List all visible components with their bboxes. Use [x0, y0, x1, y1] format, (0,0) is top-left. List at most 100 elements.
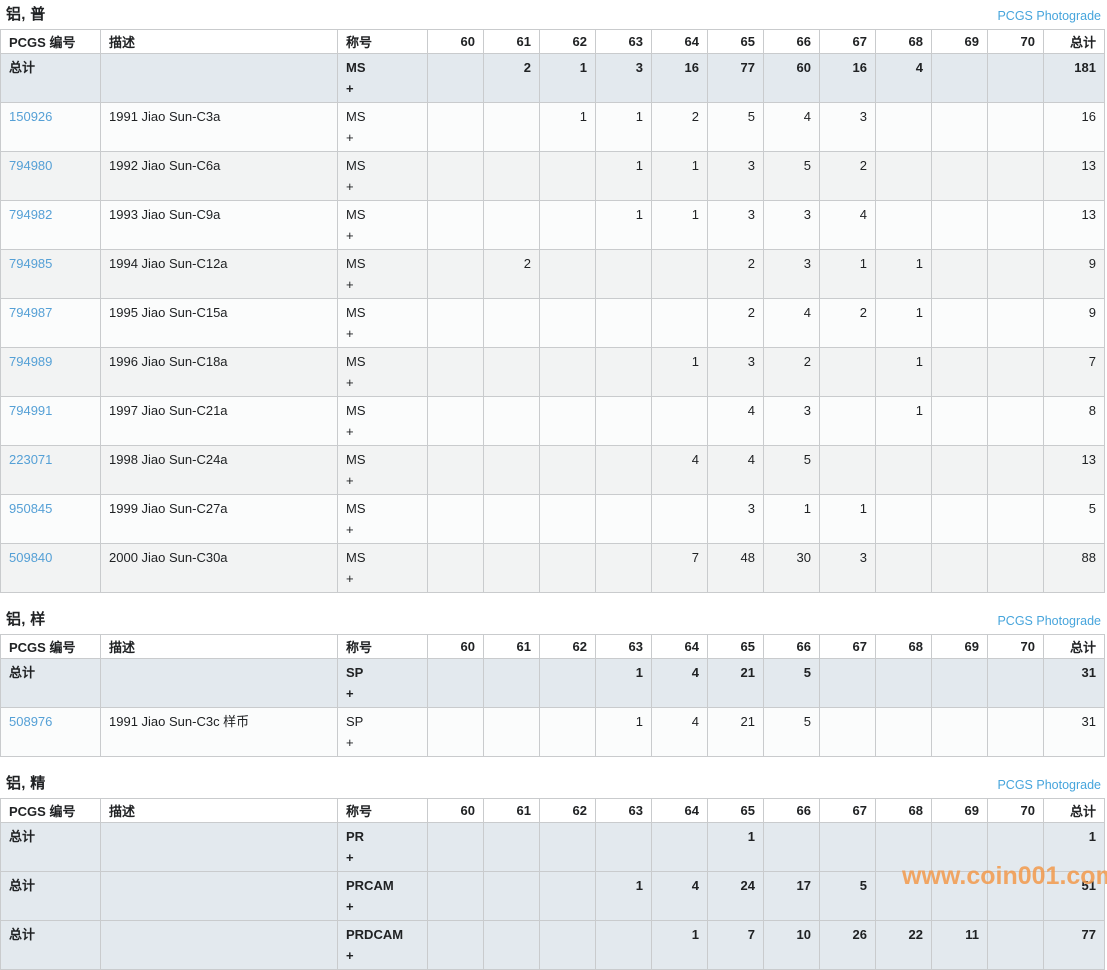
pcgs-number-link[interactable]: 508976 [9, 714, 53, 729]
designation-label: PRCAM [346, 878, 394, 893]
grade-60-cell [427, 445, 484, 495]
grade-64-cell: 4 [651, 707, 708, 757]
pcgs-number-link[interactable]: 509840 [9, 550, 53, 565]
col-header-designation: 称号 [337, 798, 428, 823]
grade-70-cell [987, 53, 1044, 103]
grade-68-cell [875, 543, 932, 593]
section-2: 铝, 精 PCGS Photograde PCGS 编号 描述 称号 60 61 62 63 64… [0, 769, 1107, 970]
pcgs-number-link[interactable]: 794991 [9, 403, 53, 418]
designation-plus: + [346, 277, 354, 292]
pcgs-number-cell: 150926 [0, 102, 101, 152]
col-header-grade-69: 69 [931, 634, 988, 659]
designation-plus: + [346, 130, 354, 145]
section-header: 铝, 普 PCGS Photograde [0, 0, 1107, 24]
designation-plus: + [346, 686, 354, 701]
designation-cell: MS + [337, 298, 428, 348]
grade-63-cell [595, 445, 652, 495]
grade-67-cell: 4 [819, 200, 876, 250]
grade-68-cell: 22 [875, 920, 932, 970]
table-row: 508976 1991 Jiao Sun-C3c 样币 SP +1 4 21 5 31 [0, 707, 1105, 757]
grade-66-cell: 5 [763, 151, 820, 201]
pcgs-number-link[interactable]: 150926 [9, 109, 53, 124]
grade-70-cell [987, 920, 1044, 970]
description-cell: 1991 Jiao Sun-C3a [100, 102, 338, 152]
grade-67-cell [819, 707, 876, 757]
pcgs-number-link[interactable]: 794989 [9, 354, 53, 369]
col-header-grade-70: 70 [987, 798, 1044, 823]
grade-66-cell: 5 [763, 707, 820, 757]
grade-66-cell: 3 [763, 396, 820, 446]
row-total-cell: 181 [1043, 53, 1105, 103]
grade-64-cell [651, 822, 708, 872]
row-total-cell: 88 [1043, 543, 1105, 593]
photograde-link[interactable]: PCGS Photograde [997, 778, 1101, 792]
grade-63-cell: 1 [595, 151, 652, 201]
grade-67-cell: 1 [819, 249, 876, 299]
pcgs-number-link[interactable]: 794982 [9, 207, 53, 222]
col-header-grade-63: 63 [595, 634, 652, 659]
grade-69-cell: 11 [931, 920, 988, 970]
table-row: 794991 1997 Jiao Sun-C21a MS +4 3 1 8 [0, 396, 1105, 446]
description-cell: 1999 Jiao Sun-C27a [100, 494, 338, 544]
grade-66-cell: 3 [763, 249, 820, 299]
grade-64-cell: 4 [651, 445, 708, 495]
col-header-total: 总计 [1043, 634, 1105, 659]
pcgs-number-link[interactable]: 794987 [9, 305, 53, 320]
col-header-grade-67: 67 [819, 634, 876, 659]
grade-64-cell [651, 396, 708, 446]
grade-61-cell [483, 494, 540, 544]
grade-69-cell [931, 658, 988, 708]
grade-62-cell [539, 151, 596, 201]
col-header-grade-61: 61 [483, 29, 540, 54]
grade-65-cell: 3 [707, 347, 764, 397]
grade-70-cell [987, 396, 1044, 446]
grade-65-cell: 4 [707, 396, 764, 446]
designation-plus: + [346, 228, 354, 243]
grade-65-cell: 3 [707, 494, 764, 544]
grade-68-cell [875, 102, 932, 152]
grade-70-cell [987, 543, 1044, 593]
grade-66-cell: 5 [763, 445, 820, 495]
col-header-grade-65: 65 [707, 634, 764, 659]
grade-65-cell: 77 [707, 53, 764, 103]
grade-64-cell [651, 494, 708, 544]
col-header-grade-70: 70 [987, 634, 1044, 659]
section-header: 铝, 精 PCGS Photograde [0, 769, 1107, 793]
pcgs-number-link[interactable]: 223071 [9, 452, 53, 467]
grade-66-cell: 4 [763, 298, 820, 348]
grade-65-cell: 7 [707, 920, 764, 970]
pcgs-number-link[interactable]: 950845 [9, 501, 53, 516]
grade-66-cell [763, 822, 820, 872]
designation-plus: + [346, 899, 354, 914]
grade-70-cell [987, 658, 1044, 708]
designation-cell: SP + [337, 658, 428, 708]
grade-61-cell: 2 [483, 249, 540, 299]
grade-66-cell: 10 [763, 920, 820, 970]
grade-63-cell [595, 920, 652, 970]
table-row: 794987 1995 Jiao Sun-C15a MS +2 4 2 1 9 [0, 298, 1105, 348]
photograde-link[interactable]: PCGS Photograde [997, 614, 1101, 628]
grade-69-cell [931, 396, 988, 446]
col-header-grade-67: 67 [819, 29, 876, 54]
pcgs-number-link[interactable]: 794985 [9, 256, 53, 271]
description-cell: 1995 Jiao Sun-C15a [100, 298, 338, 348]
grade-62-cell [539, 707, 596, 757]
grade-60-cell [427, 298, 484, 348]
designation-plus: + [346, 522, 354, 537]
designation-label: MS [346, 501, 366, 516]
grade-65-cell: 21 [707, 707, 764, 757]
photograde-link[interactable]: PCGS Photograde [997, 9, 1101, 23]
grade-64-cell [651, 249, 708, 299]
col-header-pcgs-no: PCGS 编号 [0, 634, 101, 659]
description-cell [100, 920, 338, 970]
designation-plus: + [346, 81, 354, 96]
designation-plus: + [346, 850, 354, 865]
row-total-cell: 31 [1043, 707, 1105, 757]
description-cell: 1993 Jiao Sun-C9a [100, 200, 338, 250]
designation-label: SP [346, 714, 364, 729]
description-cell [100, 822, 338, 872]
pcgs-number-cell: 总计 [0, 53, 101, 103]
pcgs-number-link[interactable]: 794980 [9, 158, 53, 173]
grade-70-cell [987, 200, 1044, 250]
grade-62-cell: 1 [539, 53, 596, 103]
